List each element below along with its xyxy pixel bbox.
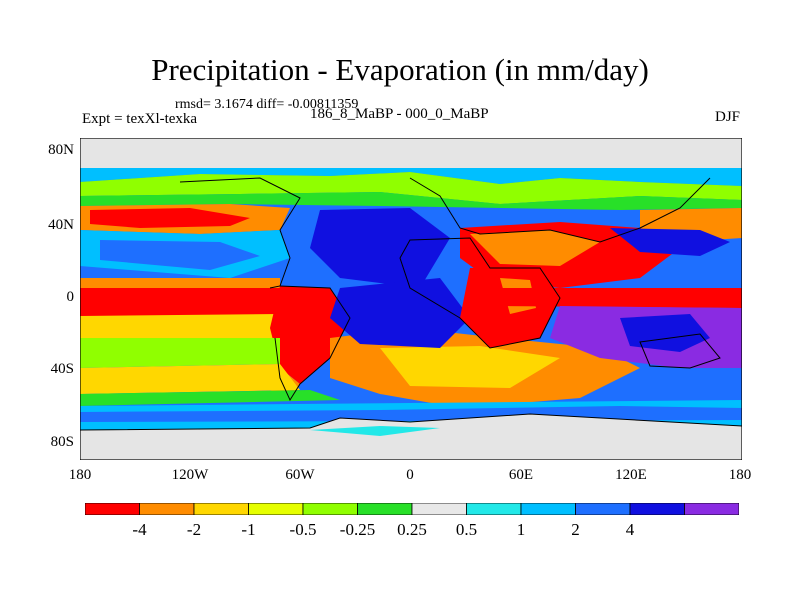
colorbar-swatch	[466, 503, 522, 515]
precipitation-field	[80, 138, 742, 460]
colorbar-label: 2	[571, 520, 580, 539]
chart-title: Precipitation - Evaporation (in mm/day)	[151, 52, 649, 87]
lon-label-60e: 60E	[508, 467, 534, 483]
colorbar-label: -2	[186, 520, 202, 539]
coastlines	[80, 177, 742, 431]
colorbar-swatch	[357, 503, 413, 515]
lon-label-60w: 60W	[285, 467, 315, 483]
lat-label-0: 0	[66, 289, 75, 305]
world-map	[80, 138, 742, 460]
colorbar-label: -0.25	[339, 520, 376, 539]
colorbar	[85, 503, 739, 515]
season-label: DJF	[714, 109, 740, 125]
colorbar-swatch	[684, 503, 739, 515]
stats-text: rmsd= 3.1674 diff= -0.00811359	[175, 97, 359, 112]
colorbar-swatch	[629, 503, 685, 515]
colorbar-swatch	[411, 503, 467, 515]
subtitle: 186_8_MaBP - 000_0_MaBP	[310, 106, 489, 122]
lon-label-180w: 180	[68, 467, 92, 483]
lon-label-0: 0	[406, 467, 414, 483]
lat-label-40s: 40S	[50, 361, 74, 377]
colorbar-swatch	[302, 503, 358, 515]
lon-label-120w: 120W	[171, 467, 209, 483]
lat-label-80s: 80S	[50, 434, 74, 450]
colorbar-swatch	[193, 503, 249, 515]
colorbar-swatch	[139, 503, 195, 515]
colorbar-label: -4	[132, 520, 147, 539]
colorbar-label: 0.5	[455, 520, 478, 539]
colorbar-swatch	[520, 503, 576, 515]
experiment-label: Expt = texXl-texka	[82, 111, 198, 127]
colorbar-label: 1	[516, 520, 526, 539]
colorbar-swatch	[575, 503, 631, 515]
lon-label-120e: 120E	[615, 467, 647, 483]
lat-label-40n: 40N	[48, 217, 74, 233]
colorbar-label: -1	[241, 520, 256, 539]
lat-label-80n: 80N	[48, 142, 74, 158]
colorbar-swatch	[85, 503, 140, 515]
colorbar-swatch	[248, 503, 304, 515]
colorbar-label: 4	[625, 520, 635, 539]
lon-label-180e: 180	[728, 467, 752, 483]
colorbar-label: 0.25	[397, 520, 427, 539]
colorbar-label: -0.5	[289, 520, 317, 539]
